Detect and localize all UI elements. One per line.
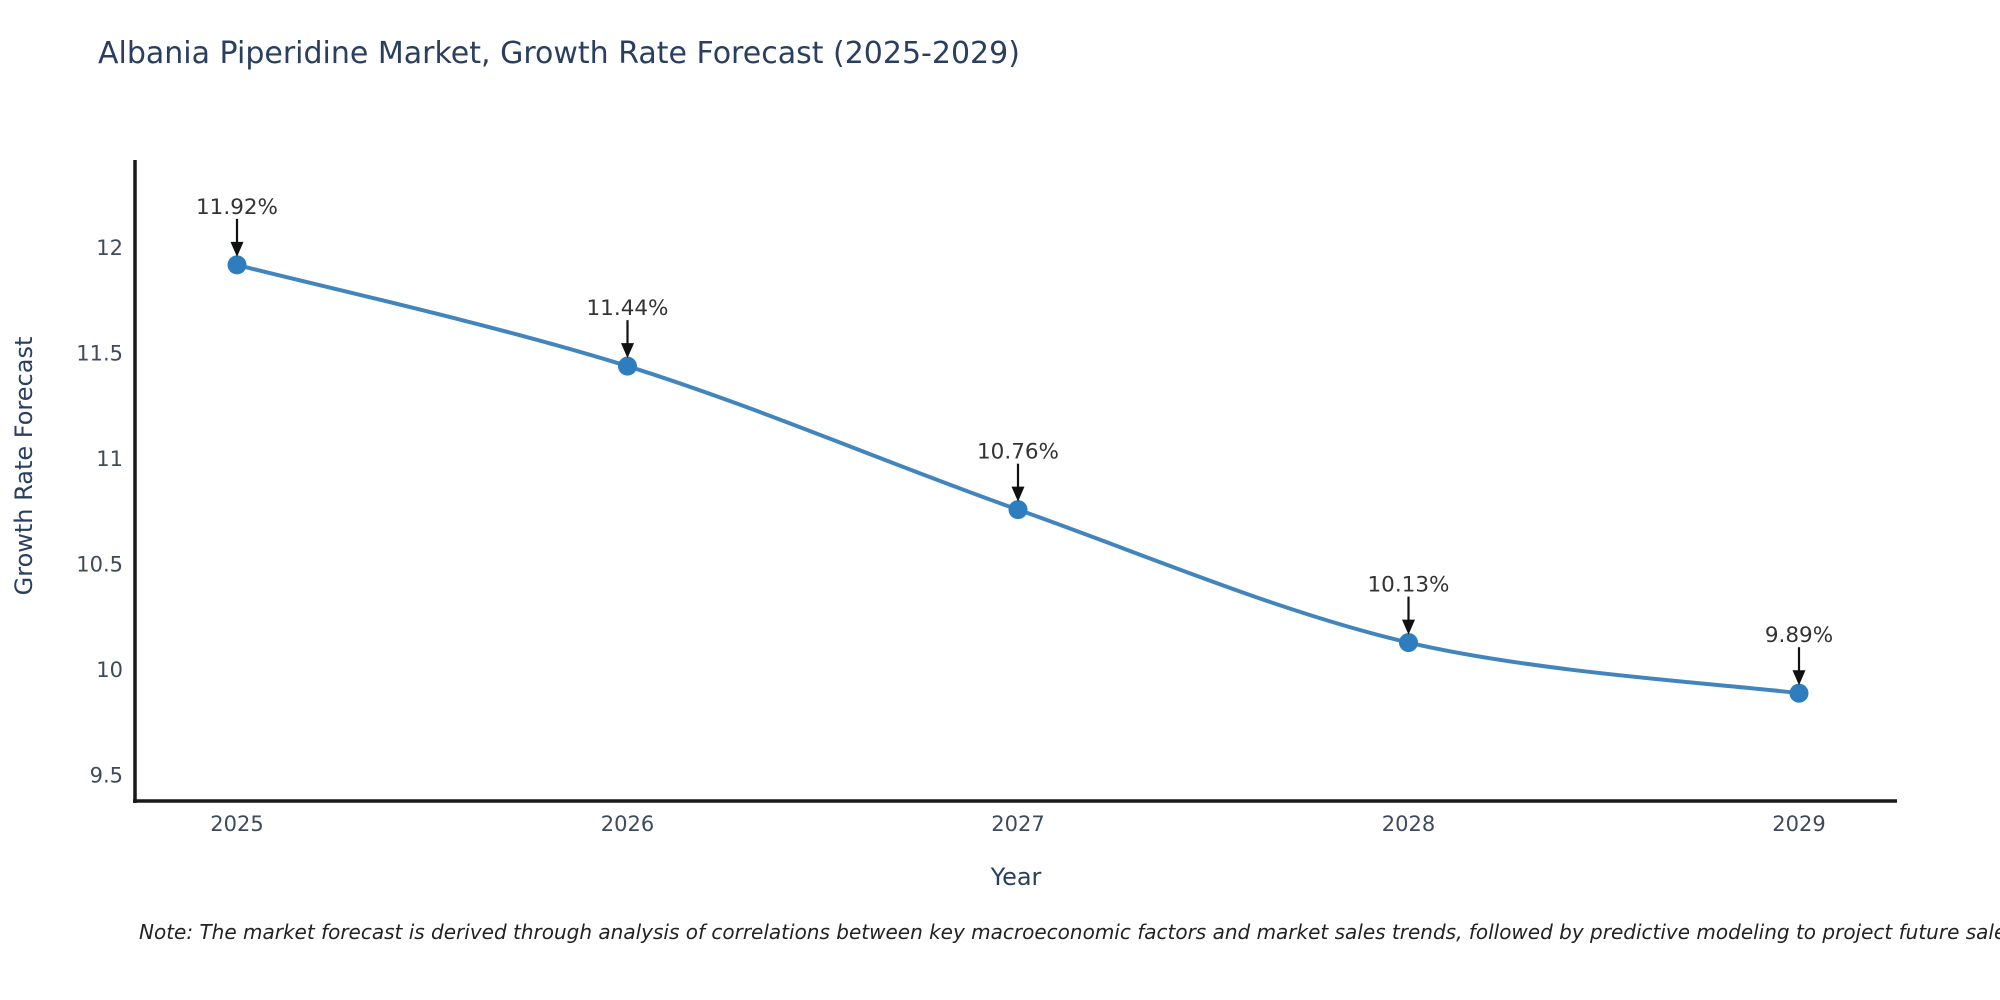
x-tick-label: 2025 [210, 812, 263, 836]
y-tick-label: 11 [96, 447, 123, 471]
annotation-arrowhead [230, 241, 244, 257]
point-value-label: 11.44% [587, 296, 669, 321]
y-tick-label: 11.5 [76, 342, 123, 366]
point-value-label: 11.92% [196, 195, 278, 220]
data-point-marker [227, 255, 247, 275]
x-tick-label: 2029 [1772, 812, 1825, 836]
point-value-label: 9.89% [1765, 623, 1833, 648]
annotation-arrowhead [1011, 486, 1025, 502]
annotation-arrowhead [621, 343, 634, 359]
y-tick-label: 12 [96, 236, 123, 260]
data-point-marker [1789, 683, 1809, 703]
y-tick-label: 9.5 [90, 764, 123, 788]
data-point-marker [1008, 500, 1028, 520]
data-point-marker [618, 356, 637, 376]
footnote: Note: The market forecast is derived thr… [139, 920, 2000, 944]
x-tick-label: 2028 [1382, 812, 1435, 836]
y-tick-label: 10 [96, 658, 123, 682]
annotation-arrowhead [1792, 670, 1806, 686]
x-tick-label: 2027 [991, 812, 1044, 836]
y-tick-label: 10.5 [76, 553, 123, 577]
chart-title: Albania Piperidine Market, Growth Rate F… [98, 36, 1020, 71]
x-axis-title: Year [990, 863, 1042, 891]
data-point-marker [1399, 633, 1418, 653]
point-value-label: 10.13% [1368, 573, 1450, 598]
annotation-arrowhead [1402, 619, 1415, 635]
point-value-label: 10.76% [977, 440, 1059, 465]
y-axis-title: Growth Rate Forecast [10, 337, 38, 596]
x-tick-label: 2026 [601, 812, 654, 836]
